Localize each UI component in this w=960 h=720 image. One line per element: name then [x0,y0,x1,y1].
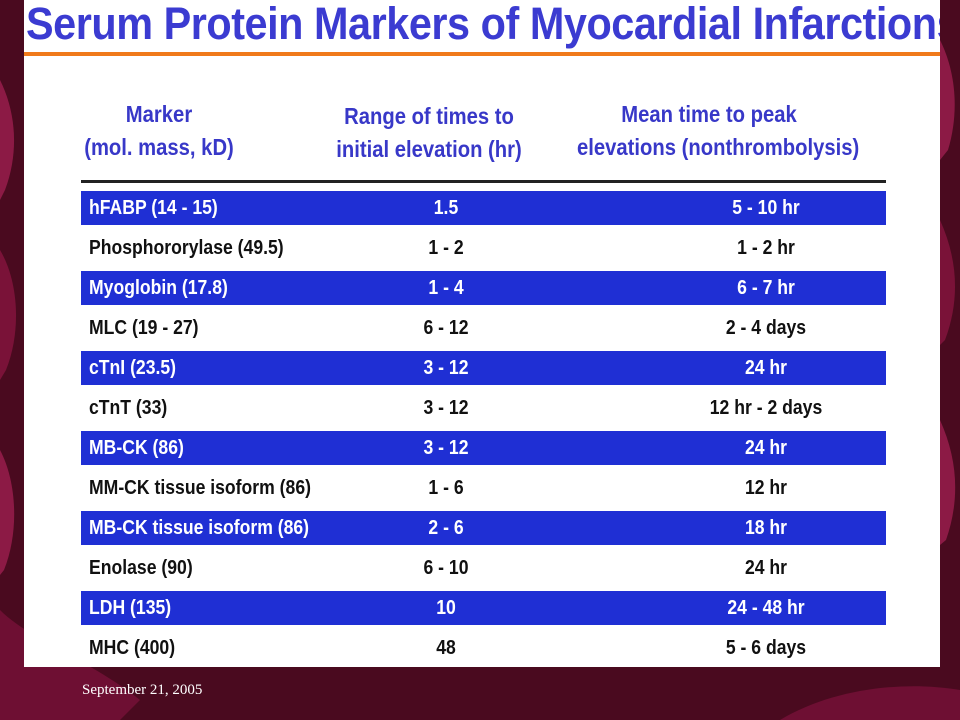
header-line: elevations (nonthrombolysis) [577,134,860,160]
mean-cell: 24 hr [744,356,788,379]
range-cell: 3 - 12 [423,396,469,419]
table-row: MB-CK tissue isoform (86) 2 - 6 18 hr [81,511,886,545]
mean-cell: 1 - 2 hr [737,236,795,259]
marker-cell: Phosphororylase (49.5) [89,236,284,259]
header-line: Marker [125,101,193,127]
table-row: hFABP (14 - 15) 1.5 5 - 10 hr [81,191,886,225]
range-cell: 1 - 4 [428,276,464,299]
marker-cell: MB-CK tissue isoform (86) [89,516,310,539]
mean-cell: 12 hr - 2 days [709,396,823,419]
column-header-marker: Marker (mol. mass, kD) [84,98,234,164]
marker-cell: hFABP (14 - 15) [89,196,218,219]
mean-cell: 5 - 6 days [725,636,807,659]
marker-cell: Enolase (90) [89,556,193,579]
marker-cell: cTnT (33) [89,396,168,419]
range-cell: 1 - 2 [428,236,464,259]
header-line: (mol. mass, kD) [84,134,234,160]
range-cell: 6 - 12 [423,316,469,339]
range-cell: 3 - 12 [423,436,469,459]
table-row: Phosphororylase (49.5) 1 - 2 1 - 2 hr [81,231,886,265]
mean-cell: 24 hr [744,436,788,459]
range-cell: 2 - 6 [428,516,464,539]
table-row: MM-CK tissue isoform (86) 1 - 6 12 hr [81,471,886,505]
mean-cell: 2 - 4 days [725,316,807,339]
mean-cell: 18 hr [744,516,788,539]
marker-cell: cTnI (23.5) [89,356,177,379]
title-bar: Serum Protein Markers of Myocardial Infa… [24,0,940,62]
range-cell: 1.5 [433,196,459,219]
title-underline [24,52,940,56]
table-row: cTnI (23.5) 3 - 12 24 hr [81,351,886,385]
table-row: MHC (400) 48 5 - 6 days [81,631,886,665]
table-row: Enolase (90) 6 - 10 24 hr [81,551,886,585]
header-line: initial elevation (hr) [336,136,522,162]
header-line: Mean time to peak [621,101,797,127]
marker-cell: MLC (19 - 27) [89,316,199,339]
mean-cell: 6 - 7 hr [737,276,795,299]
column-header-mean: Mean time to peak elevations (nonthrombo… [577,98,860,164]
range-cell: 6 - 10 [423,556,469,579]
mean-cell: 5 - 10 hr [732,196,800,219]
slide-image: Serum Protein Markers of Myocardial Infa… [24,0,940,667]
header-divider [81,180,886,183]
header-line: Range of times to [344,103,514,129]
marker-table: hFABP (14 - 15) 1.5 5 - 10 hr Phosphoror… [81,191,886,667]
range-cell: 3 - 12 [423,356,469,379]
column-header-range: Range of times to initial elevation (hr) [319,100,539,166]
table-row: cTnT (33) 3 - 12 12 hr - 2 days [81,391,886,425]
mean-cell: 24 - 48 hr [727,596,805,619]
range-cell: 10 [436,596,456,619]
marker-cell: MB-CK (86) [89,436,184,459]
range-cell: 48 [436,636,456,659]
slide-title: Serum Protein Markers of Myocardial Infa… [26,0,940,49]
mean-cell: 12 hr [744,476,788,499]
table-row: LDH (135) 10 24 - 48 hr [81,591,886,625]
table-row: Myoglobin (17.8) 1 - 4 6 - 7 hr [81,271,886,305]
table-row: MB-CK (86) 3 - 12 24 hr [81,431,886,465]
marker-cell: LDH (135) [89,596,172,619]
slide-footer-date: September 21, 2005 [82,682,203,698]
range-cell: 1 - 6 [428,476,464,499]
mean-cell: 24 hr [744,556,788,579]
marker-cell: MM-CK tissue isoform (86) [89,476,311,499]
marker-cell: Myoglobin (17.8) [89,276,228,299]
marker-cell: MHC (400) [89,636,176,659]
table-row: MLC (19 - 27) 6 - 12 2 - 4 days [81,311,886,345]
